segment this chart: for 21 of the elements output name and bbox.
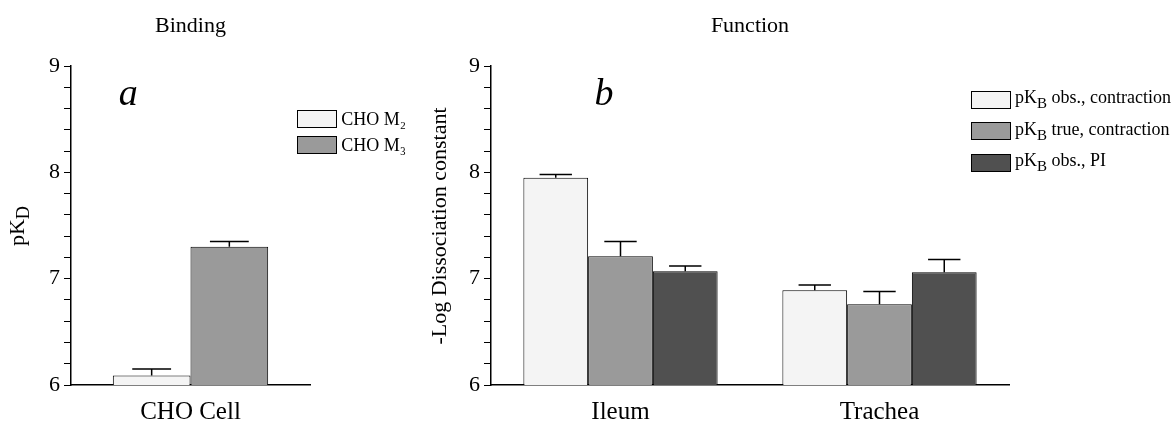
y-tick-label: 7 (469, 264, 480, 290)
y-axis-title: -Log Dissociation constant (426, 106, 452, 345)
chart-title: Function (709, 12, 791, 38)
legend-label: CHO M₂ (341, 108, 406, 131)
y-tick-label: 6 (49, 370, 60, 396)
x-tick-label: CHO Cell (140, 396, 241, 424)
y-tick-label: 9 (49, 51, 60, 77)
legend-label: pK$_{B}$ obs., contraction (1015, 86, 1171, 113)
x-tick-label: Ileum (591, 396, 651, 424)
chart-title: Binding (154, 12, 227, 38)
y-tick-label: 6 (469, 370, 480, 396)
legend-label: pK$_{B}$ true, contraction (1015, 117, 1170, 145)
annotation: b (594, 70, 614, 113)
y-tick-label: 7 (49, 264, 60, 290)
x-tick-label: Trachea (839, 396, 920, 424)
legend-label: pK$_{B}$ obs., PI (1015, 149, 1107, 176)
y-tick-label: 8 (49, 158, 60, 184)
y-tick-label: 9 (469, 51, 480, 77)
y-tick-label: 8 (469, 158, 480, 184)
annotation: a (118, 70, 138, 113)
legend-label: CHO M₃ (341, 134, 406, 157)
